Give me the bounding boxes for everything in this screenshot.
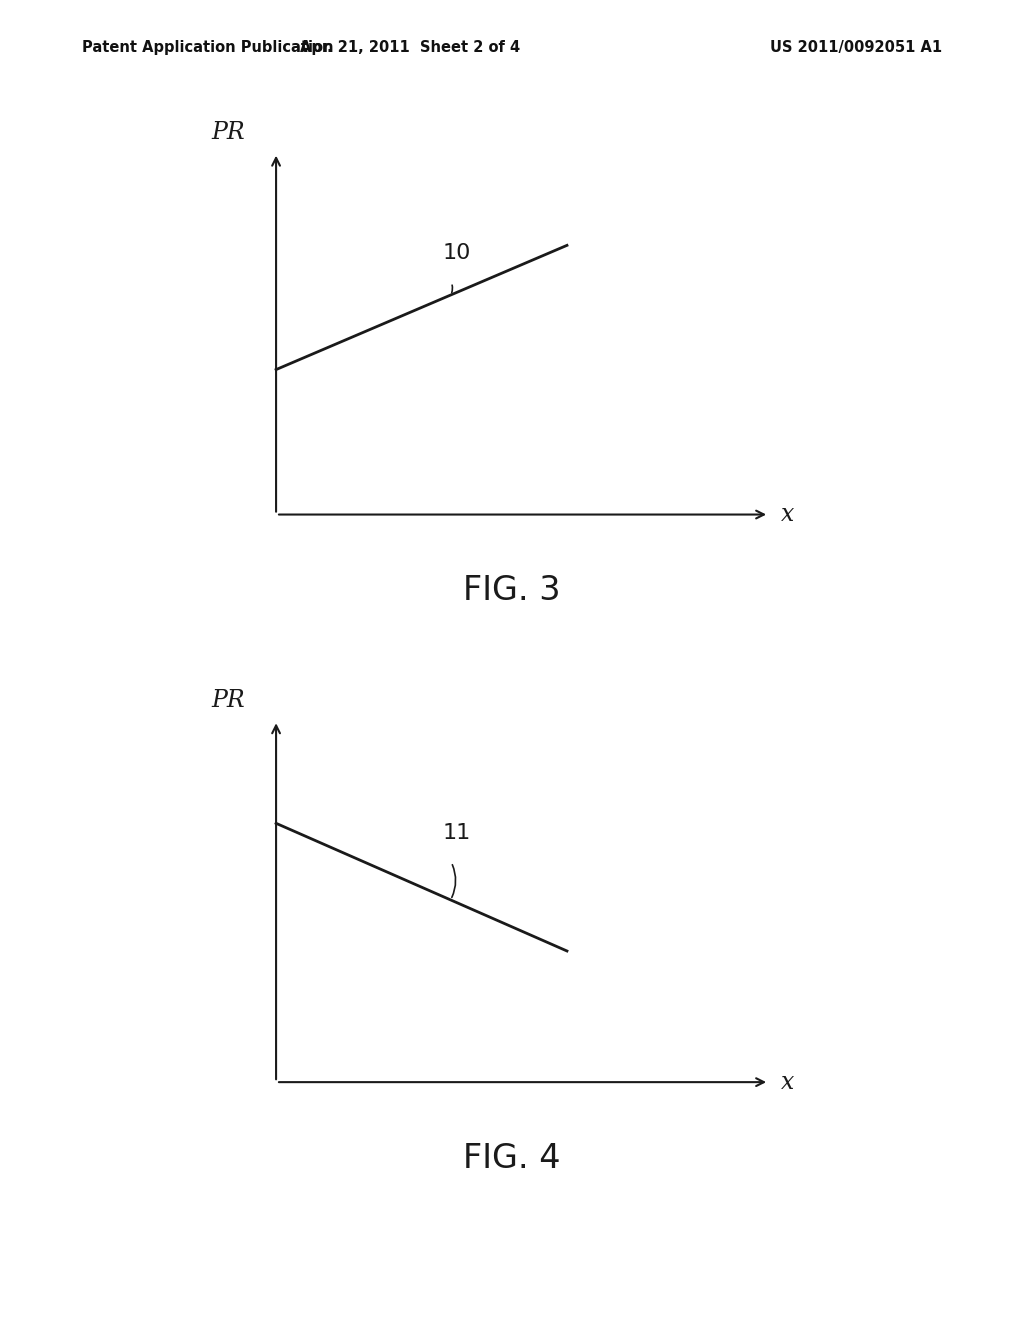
- Text: 10: 10: [443, 243, 471, 264]
- Text: PR: PR: [212, 121, 246, 144]
- Text: FIG. 4: FIG. 4: [463, 1142, 561, 1175]
- Text: Patent Application Publication: Patent Application Publication: [82, 40, 334, 54]
- Text: Apr. 21, 2011  Sheet 2 of 4: Apr. 21, 2011 Sheet 2 of 4: [300, 40, 519, 54]
- Text: PR: PR: [212, 689, 246, 711]
- Text: 11: 11: [443, 824, 471, 843]
- Text: x: x: [781, 1071, 795, 1094]
- Text: x: x: [781, 503, 795, 527]
- Text: FIG. 3: FIG. 3: [463, 574, 561, 607]
- Text: US 2011/0092051 A1: US 2011/0092051 A1: [770, 40, 942, 54]
